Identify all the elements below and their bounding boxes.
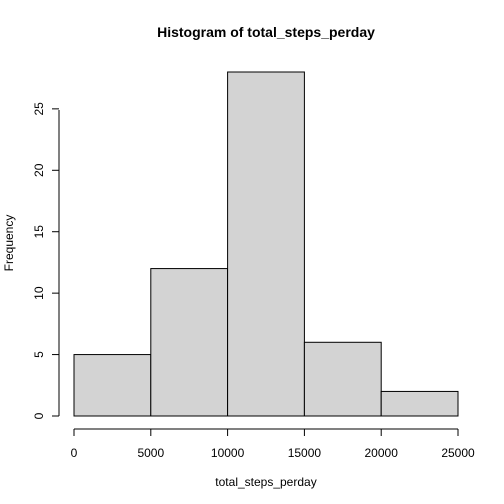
bars-group (73, 71, 459, 417)
y-tick-label: 15 (32, 225, 46, 239)
histogram-bar (73, 354, 152, 417)
y-tick-label: 20 (32, 163, 46, 177)
y-axis: 0 5 10 15 20 25 (32, 102, 60, 419)
x-tick-label: 10000 (211, 446, 245, 460)
histogram-bar (303, 341, 382, 417)
x-tick-label: 15000 (288, 446, 322, 460)
y-tick-label: 25 (32, 102, 46, 116)
y-tick-label: 5 (32, 351, 46, 358)
x-tick-label: 0 (71, 446, 78, 460)
y-tick-label: 0 (32, 412, 46, 419)
chart-title: Histogram of total_steps_perday (157, 24, 375, 40)
histogram-bar (150, 268, 229, 417)
y-axis-label: Frequency (2, 215, 16, 272)
x-axis: 0 5000 10000 15000 20000 25000 (71, 428, 475, 460)
x-tick-label: 5000 (137, 446, 164, 460)
x-axis-label: total_steps_perday (215, 475, 316, 489)
histogram-bar (380, 390, 459, 417)
x-tick-label: 25000 (441, 446, 475, 460)
y-tick-label: 10 (32, 286, 46, 300)
x-tick-label: 20000 (365, 446, 399, 460)
histogram-bar (227, 71, 305, 417)
